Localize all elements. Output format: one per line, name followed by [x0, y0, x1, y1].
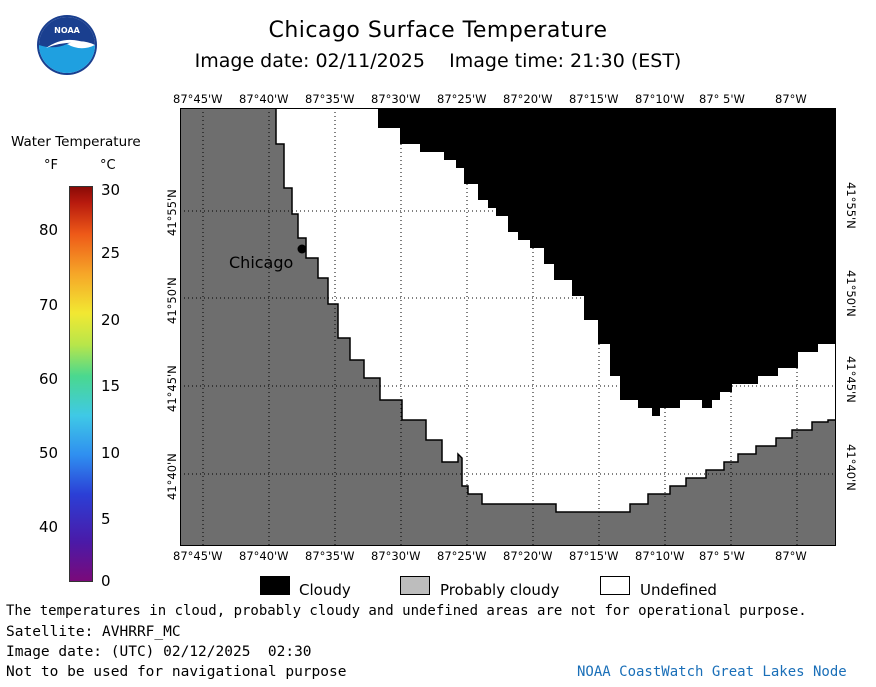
legend-label-probably-cloudy: Probably cloudy	[440, 581, 560, 599]
land-area	[180, 108, 836, 546]
lon-bottom-2: 87°35'W	[305, 549, 355, 563]
lon-top-6: 87°15'W	[569, 92, 619, 106]
scale-c-5: 5	[101, 510, 111, 528]
legend-swatch-undefined	[600, 576, 630, 595]
map-frame	[180, 108, 836, 546]
scale-unit-c: °C	[100, 158, 116, 173]
scale-f-60: 60	[39, 370, 59, 388]
lat-right-3: 41°40'N	[844, 444, 858, 491]
city-label-chicago: Chicago	[229, 253, 294, 272]
disclaimer-text: The temperatures in cloud, probably clou…	[6, 603, 807, 619]
page-title: Chicago Surface Temperature	[268, 18, 608, 43]
lon-bottom-8: 87° 5'W	[699, 549, 745, 563]
coastwatch-node-text: NOAA CoastWatch Great Lakes Node	[577, 664, 847, 680]
scale-f-50: 50	[39, 444, 59, 462]
lat-right-0: 41°55'N	[844, 182, 858, 229]
map-canvas	[180, 108, 836, 546]
scale-title: Water Temperature	[11, 134, 141, 150]
legend-swatch-cloudy	[260, 576, 290, 595]
noaa-logo-icon: NOAA	[37, 15, 97, 75]
scale-c-20: 20	[101, 311, 121, 329]
legend-swatch-probably-cloudy	[400, 576, 430, 595]
lon-bottom-7: 87°10'W	[635, 549, 685, 563]
scale-c-15: 15	[101, 377, 121, 395]
satellite-text: Satellite: AVHRRF_MC	[6, 624, 181, 640]
lon-top-0: 87°45'W	[173, 92, 223, 106]
chicago-marker-icon	[297, 244, 307, 254]
lon-top-3: 87°30'W	[371, 92, 421, 106]
noaa-logo: NOAA	[36, 14, 98, 76]
scale-f-80: 80	[39, 221, 59, 239]
lon-top-1: 87°40'W	[239, 92, 289, 106]
scale-c-0: 0	[101, 572, 111, 590]
image-datetime: Image date: 02/11/2025 Image time: 21:30…	[194, 50, 682, 72]
lon-bottom-0: 87°45'W	[173, 549, 223, 563]
lat-right-1: 41°50'N	[844, 270, 858, 317]
scale-f-40: 40	[39, 518, 59, 536]
lon-top-4: 87°25'W	[437, 92, 487, 106]
lon-bottom-9: 87°W	[775, 549, 807, 563]
scale-c-30: 30	[101, 181, 121, 199]
lat-left-1: 41°50'N	[165, 277, 179, 324]
lon-top-5: 87°20'W	[503, 92, 553, 106]
lon-top-9: 87°W	[775, 92, 807, 106]
legend-label-undefined: Undefined	[640, 581, 717, 599]
lat-left-2: 41°45'N	[165, 365, 179, 412]
coastline	[275, 108, 836, 513]
scale-f-70: 70	[39, 296, 59, 314]
lon-top-2: 87°35'W	[305, 92, 355, 106]
lon-top-8: 87° 5'W	[699, 92, 745, 106]
legend-label-cloudy: Cloudy	[299, 581, 351, 599]
lon-bottom-1: 87°40'W	[239, 549, 289, 563]
lat-right-2: 41°45'N	[844, 356, 858, 403]
noaa-logo-text: NOAA	[54, 26, 80, 35]
utc-date-text: Image date: (UTC) 02/12/2025 02:30	[6, 644, 312, 660]
navigation-warning-text: Not to be used for navigational purpose	[6, 664, 347, 680]
scale-c-25: 25	[101, 244, 121, 262]
temperature-color-bar	[69, 186, 93, 582]
lat-left-0: 41°55'N	[165, 189, 179, 236]
graticule	[180, 108, 836, 546]
lon-bottom-6: 87°15'W	[569, 549, 619, 563]
scale-c-10: 10	[101, 444, 121, 462]
map-border	[180, 108, 836, 546]
lon-bottom-4: 87°25'W	[437, 549, 487, 563]
lat-left-3: 41°40'N	[165, 453, 179, 500]
cloudy-area	[378, 108, 836, 416]
lon-top-7: 87°10'W	[635, 92, 685, 106]
lon-bottom-5: 87°20'W	[503, 549, 553, 563]
scale-unit-f: °F	[44, 158, 58, 173]
lon-bottom-3: 87°30'W	[371, 549, 421, 563]
